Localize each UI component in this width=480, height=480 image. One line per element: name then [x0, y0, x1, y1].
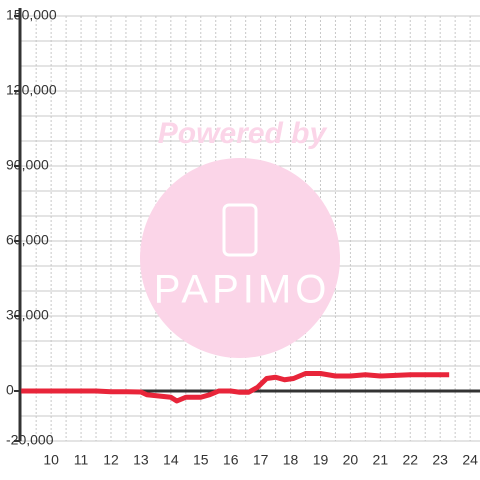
y-tick-label: 0: [6, 382, 14, 398]
y-tick-label: -20,000: [6, 432, 54, 448]
y-tick-label: 150,000: [6, 7, 57, 23]
x-tick-label: 24: [462, 452, 478, 468]
x-tick-label: 12: [103, 452, 119, 468]
y-tick-label: 90,000: [6, 157, 49, 173]
watermark-circle: [140, 158, 340, 358]
line: [21, 371, 450, 404]
x-tick-label: 22: [402, 452, 418, 468]
x-tick-label: 16: [223, 452, 239, 468]
y-tick-label: 30,000: [6, 307, 49, 323]
x-tick-label: 15: [193, 452, 209, 468]
x-tick-label: 21: [373, 452, 389, 468]
watermark-phone: [222, 203, 258, 257]
y-tick-label: 60,000: [6, 232, 49, 248]
x-tick-label: 20: [343, 452, 359, 468]
watermark-logo: PAPIMO: [154, 268, 331, 312]
watermark: Powered by PAPIMO: [140, 117, 340, 358]
y-tick-label: 120,000: [6, 82, 57, 98]
x-tick-label: 11: [74, 452, 89, 468]
x-tick-label: 14: [163, 452, 179, 468]
x-tick-label: 18: [283, 452, 299, 468]
x-tick-label: 17: [253, 452, 269, 468]
x-tick-label: 10: [43, 452, 59, 468]
x-tick-label: 13: [133, 452, 149, 468]
watermark-text: Powered by: [158, 117, 328, 150]
x-tick-label: 23: [432, 452, 448, 468]
x-tick-label: 19: [313, 452, 329, 468]
